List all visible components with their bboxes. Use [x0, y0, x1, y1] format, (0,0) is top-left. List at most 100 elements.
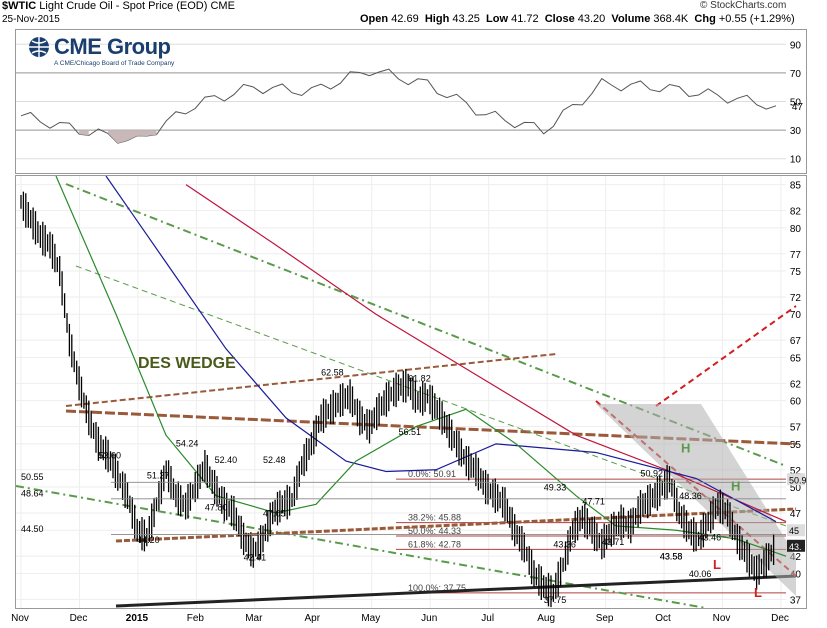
- x-tick-label: Aug: [537, 613, 555, 624]
- right-axis-value: 43.: [789, 542, 802, 552]
- price-bars: [20, 191, 775, 608]
- price-label: 62.58: [321, 368, 344, 378]
- trend-line: [15, 485, 707, 609]
- rsi-tick-label: 90: [790, 40, 802, 51]
- price-tick-label: 67: [790, 336, 802, 347]
- exchange: CME: [210, 0, 235, 12]
- price-label: 52.40: [215, 455, 238, 465]
- rsi-panel: 90 70 50 30 10 47: [15, 29, 807, 174]
- trend-line: [655, 305, 797, 407]
- x-tick-label: Dec: [771, 613, 789, 624]
- price-label: 44.20: [137, 535, 160, 545]
- price-label: 43.58: [660, 552, 683, 562]
- cme-logo: CME Group A CME/Chicago Board of Trade C…: [28, 34, 198, 70]
- price-label: 52.48: [263, 455, 286, 465]
- ma-50-line: [55, 175, 787, 557]
- price-label: 51.27: [147, 470, 170, 480]
- x-tick-label: Nov: [11, 613, 29, 624]
- price-tick-label: 65: [790, 353, 802, 364]
- price-panel: 8582807775727067656260575552504745424037…: [15, 175, 807, 609]
- price-label: 61.82: [408, 374, 431, 384]
- price-tick-label: 52: [790, 466, 802, 477]
- fib-level-label: 38.2%: 45.88: [408, 513, 461, 523]
- marker-h1: H: [681, 440, 690, 455]
- price-label: 54.24: [176, 438, 199, 448]
- chg-value: +0.55 (+1.29%): [718, 13, 795, 25]
- high-label: High: [424, 13, 450, 25]
- fib-level-label: 100.0%: 37.75: [408, 583, 466, 593]
- open-label: Open: [360, 13, 389, 25]
- rsi-chart: 90 70 50 30 10 47: [16, 40, 804, 166]
- x-tick-label: Apr: [305, 613, 321, 624]
- low-value: 41.72: [511, 13, 539, 25]
- price-label: 50.55: [21, 472, 44, 482]
- ma-200-line: [185, 184, 787, 523]
- fib-level-label: 61.8%: 42.78: [408, 539, 461, 549]
- rsi-oversold-fill: [79, 130, 89, 136]
- price-tick-label: 75: [790, 267, 802, 278]
- projection-shade: [596, 404, 796, 596]
- price-tick-label: 37: [790, 595, 802, 606]
- volume-label: Volume: [611, 13, 651, 25]
- trend-line: [65, 353, 557, 407]
- price-tick-label: 80: [790, 224, 802, 235]
- marker-l1: L: [713, 557, 721, 572]
- fib-level-label: 50.0%: 44.33: [408, 526, 461, 536]
- x-axis: Nov Dec 2015 Feb Mar Apr May Jun Jul Aug Sep Oct Nov…: [11, 613, 789, 624]
- price-label: 37.75: [544, 595, 567, 605]
- ohlc-readout: Open 42.69 High 43.25 Low 41.72 Close 43…: [360, 13, 795, 25]
- price-label: 43.36: [553, 540, 576, 550]
- trend-line: [115, 507, 797, 543]
- rsi-oversold-fill: [108, 130, 157, 144]
- rsi-tick-label: 30: [790, 126, 802, 137]
- price-label: 42.41: [244, 552, 267, 562]
- price-label: 47.05: [263, 508, 286, 518]
- x-tick-label: 2015: [126, 613, 149, 624]
- price-chart: 8582807775727067656260575552504745424037…: [15, 175, 807, 609]
- price-tick-label: 47: [790, 509, 802, 520]
- price-label: 47.71: [582, 496, 605, 506]
- price-label: 43.71: [602, 537, 625, 547]
- price-label: 43.46: [699, 533, 722, 543]
- price-tick-label: 60: [790, 397, 802, 408]
- price-tick-label: 57: [790, 423, 802, 434]
- marker-l2: L: [754, 585, 762, 600]
- rsi-tick-label: 70: [790, 69, 802, 80]
- price-label: 40.06: [689, 569, 712, 579]
- x-tick-label: Sep: [596, 613, 614, 624]
- rsi-tick-label: 10: [790, 155, 802, 166]
- trend-line: [115, 574, 797, 608]
- price-tick-label: 72: [790, 293, 802, 304]
- rsi-last-value: 47: [792, 102, 804, 113]
- trend-line: [65, 183, 787, 467]
- right-axis-tag: [787, 473, 805, 486]
- price-label: 56.51: [399, 427, 422, 437]
- globe-icon: [29, 37, 49, 57]
- price-tick-label: 85: [790, 181, 802, 192]
- right-axis-tag: [787, 524, 805, 537]
- x-tick-label: Feb: [187, 613, 205, 624]
- high-value: 43.25: [452, 13, 480, 25]
- right-axis-value: 50.9: [789, 475, 806, 485]
- rsi-line: [20, 68, 777, 144]
- price-label: 43.58: [660, 552, 683, 562]
- price-label: 53.60: [98, 451, 121, 461]
- marker-h2: H: [731, 478, 740, 493]
- right-axis-value: 45: [789, 526, 799, 536]
- low-label: Low: [486, 13, 509, 25]
- price-label: 48.36: [679, 491, 702, 501]
- rsi-tick-label: 50: [790, 98, 802, 109]
- logo-subtitle: A CME/Chicago Board of Trade Company: [54, 60, 175, 67]
- price-label: 49.33: [544, 482, 567, 492]
- x-tick-label: Oct: [655, 613, 671, 624]
- price-tick-label: 82: [790, 207, 802, 218]
- open-value: 42.69: [391, 13, 419, 25]
- ma-100-line: [105, 175, 777, 523]
- watermark: © StockCharts.com: [700, 0, 787, 11]
- logo-name: CME Group: [54, 34, 171, 59]
- chart-date: 25-Nov-2015: [2, 14, 60, 25]
- x-tick-label: Jun: [421, 613, 437, 624]
- close-label: Close: [544, 13, 575, 25]
- chart-title: $WTIC Light Crude Oil - Spot Price (EOD)…: [2, 0, 235, 12]
- x-tick-label: May: [361, 613, 380, 624]
